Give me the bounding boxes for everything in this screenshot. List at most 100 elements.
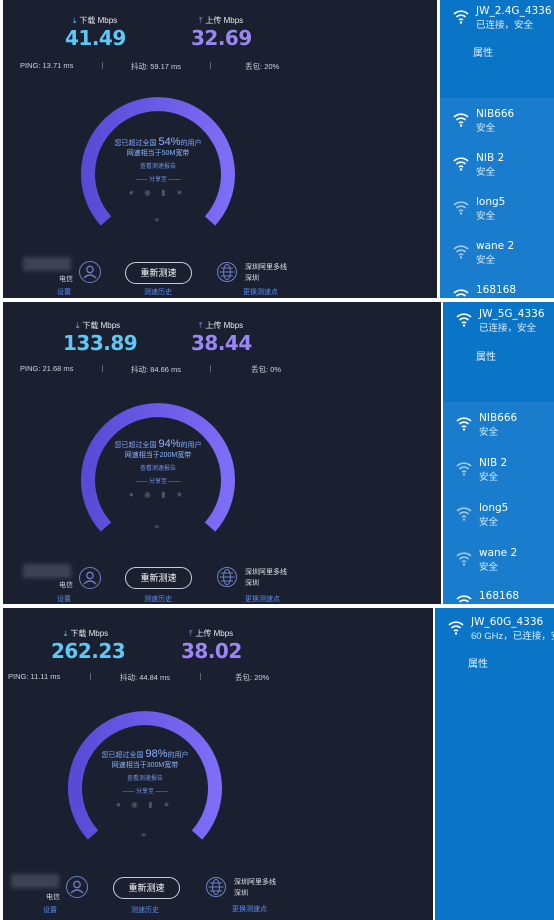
jitter-stat: 抖动: 44.84 ms [120,673,171,682]
speedtest-panel-3: ⤓ 下载 Mbps 262.23 ⤒ 上传 Mbps 38.02 PING: 11.… [0,608,554,920]
wifi-icon [456,417,472,431]
report-link[interactable]: 查看测速报告 [139,466,176,472]
change-server-link[interactable]: 更换测速点 [243,289,278,296]
upload-metric: ⤒ 上传 Mbps 32.69 [191,15,252,50]
wifi-network-item[interactable]: wane 2 安全 [452,240,514,266]
arrow-up-icon: ⤒ [188,628,193,638]
settings-link[interactable]: 设置 [57,289,71,296]
wifi-connected[interactable]: JW_5G_4336 已连接，安全 [455,308,545,334]
report-link[interactable]: 查看测速报告 [126,776,163,782]
wifi-icon [453,289,469,297]
jitter-stat: 抖动: 59.17 ms [131,62,182,71]
wifi-icon [453,245,469,259]
link-icon[interactable]: ⚭ [153,215,161,225]
download-metric: ⤓ 下载 Mbps 41.49 [65,15,126,50]
wifi-icon [448,621,464,635]
speedtest-app: ⤓ 下载 Mbps 133.89 ⤒ 上传 Mbps 38.44 PING: 21.… [3,302,441,604]
share-label: —— 分享至 —— [135,177,181,183]
wifi-icon [456,462,472,476]
change-server-link[interactable]: 更换测速点 [245,596,280,603]
history-link[interactable]: 测速历史 [144,596,172,603]
server-info: 深圳阿里多线 深圳 [245,264,287,282]
speed-gauge [81,403,235,532]
divider [210,365,211,372]
blurred-avatar [11,874,59,888]
divider [90,673,91,680]
upload-value: 38.44 [191,331,252,355]
report-link[interactable]: 查看测速报告 [139,164,176,170]
arrow-down-icon: ⤓ [72,15,77,25]
retest-button[interactable]: 重新测速 [125,567,192,589]
divider [210,62,211,69]
speedtest-app: ⤓ 下载 Mbps 262.23 ⤒ 上传 Mbps 38.02 PING: 11.… [3,608,433,920]
globe-icon[interactable] [217,262,237,282]
upload-metric: ⤒ 上传 Mbps 38.02 [181,628,242,663]
user-icon[interactable] [79,261,101,283]
speed-gauge [81,97,235,226]
wifi-panel: JW_2.4G_4336 已连接，安全 属性 NIB666 安全 NIB 2 安全 l… [440,0,554,298]
wifi-icon [456,313,472,327]
wifi-network-item[interactable]: long5 安全 [452,196,505,222]
wifi-network-item[interactable]: NIB 2 安全 [452,152,504,178]
history-link[interactable]: 测速历史 [144,289,172,296]
jitter-stat: 抖动: 84.66 ms [131,365,182,374]
divider [102,62,103,69]
wifi-network-item[interactable]: 168168 [452,284,516,298]
arrow-up-icon: ⤒ [198,15,203,25]
arrow-up-icon: ⤒ [198,320,203,330]
gauge-info: 您已超过全国 94%的用户 网速相当于200M宽带 查看测速报告 —— 分享至 … [98,438,218,499]
wifi-icon [453,201,469,215]
properties-link[interactable]: 属性 [473,48,493,59]
wifi-icon [456,552,472,566]
share-icons[interactable]: ● ◉ ▮ ★ [128,490,188,499]
divider [102,365,103,372]
retest-button[interactable]: 重新测速 [125,262,192,284]
gauge-info: 您已超过全国 54%的用户 网速相当于50M宽带 查看测速报告 —— 分享至 —… [98,136,218,197]
download-value: 133.89 [63,331,138,355]
loss-stat: 丢包: 0% [251,365,282,374]
wifi-panel: JW_60G_4336 60 GHz，已连接，安 属性 [435,608,554,920]
wifi-icon [456,507,472,521]
properties-link[interactable]: 属性 [468,659,488,670]
wifi-network-item[interactable]: 168168 [455,590,519,604]
wifi-network-item[interactable]: NIB666 安全 [455,412,517,438]
wifi-icon [453,113,469,127]
share-icons[interactable]: ● ◉ ▮ ★ [115,800,175,809]
history-link[interactable]: 测速历史 [131,907,159,914]
upload-value: 38.02 [181,639,242,663]
user-icon[interactable] [79,567,101,589]
settings-link[interactable]: 设置 [57,596,71,603]
isp-label: 电信 [59,582,73,589]
wifi-network-item[interactable]: NIB666 安全 [452,108,514,134]
wifi-connected[interactable]: JW_2.4G_4336 已连接，安全 [452,5,552,31]
properties-link[interactable]: 属性 [476,352,496,363]
wifi-network-item[interactable]: long5 安全 [455,502,508,528]
download-value: 41.49 [65,26,126,50]
share-label: —— 分享至 —— [122,789,168,795]
divider [200,673,201,680]
wifi-network-item[interactable]: NIB 2 安全 [455,457,507,483]
speedtest-panel-1: ⤓ 下载 Mbps 41.49 ⤒ 上传 Mbps 32.69 PING: 13.7… [0,0,554,298]
user-icon[interactable] [66,876,88,898]
change-server-link[interactable]: 更换测速点 [232,906,267,913]
wifi-connected[interactable]: JW_60G_4336 60 GHz，已连接，安 [447,616,554,642]
blurred-avatar [23,564,71,578]
wifi-icon [456,595,472,603]
share-label: —— 分享至 —— [135,479,181,485]
isp-label: 电信 [46,894,60,901]
share-icons[interactable]: ● ◉ ▮ ★ [128,188,188,197]
globe-icon[interactable] [206,877,226,897]
link-icon[interactable]: ⚭ [140,830,148,840]
wifi-icon [453,157,469,171]
download-metric: ⤓ 下载 Mbps 262.23 [51,628,126,663]
download-metric: ⤓ 下载 Mbps 133.89 [63,320,138,355]
retest-button[interactable]: 重新测速 [113,877,180,899]
wifi-network-item[interactable]: wane 2 安全 [455,547,517,573]
settings-link[interactable]: 设置 [43,907,57,914]
link-icon[interactable]: ⚭ [153,522,161,532]
globe-icon[interactable] [217,567,237,587]
blurred-avatar [23,257,71,271]
gauge-info: 您已超过全国 98%的用户 网速相当于300M宽带 查看测速报告 —— 分享至 … [85,748,205,809]
wifi-icon [453,10,469,24]
loss-stat: 丢包: 20% [235,673,270,682]
